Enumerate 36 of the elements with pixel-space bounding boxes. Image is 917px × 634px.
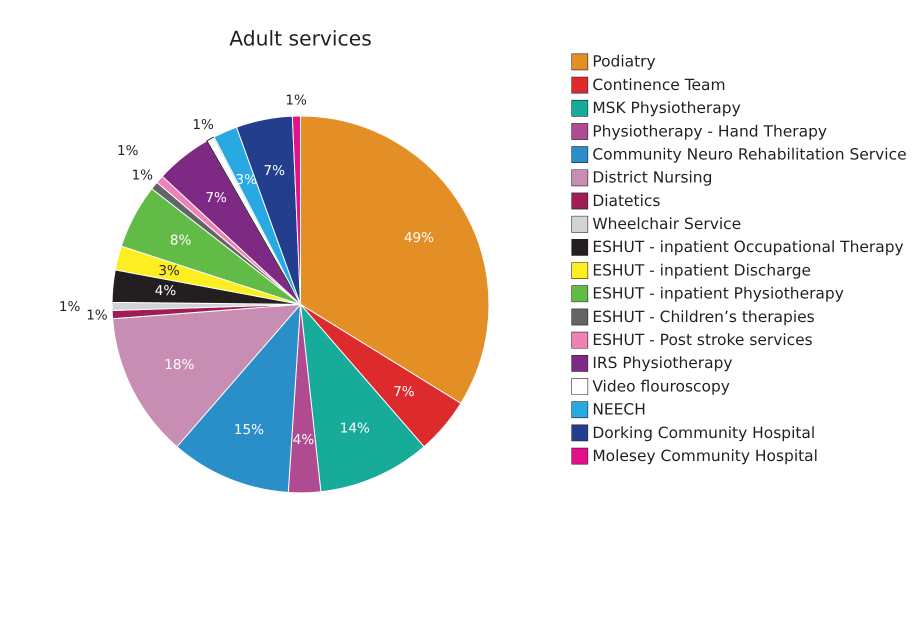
legend-label: MSK Physiotherapy <box>592 99 741 118</box>
legend-label: Wheelchair Service <box>592 215 742 234</box>
data-label: 3% <box>158 262 180 279</box>
data-label: 4% <box>292 432 314 448</box>
legend-label: ESHUT - inpatient Physiotherapy <box>592 284 844 303</box>
data-label: 4% <box>154 283 176 300</box>
legend-label: ESHUT - Children’s therapies <box>592 308 815 326</box>
data-label: 7% <box>393 384 415 400</box>
legend-label: District Nursing <box>592 168 712 187</box>
legend-label: Community Neuro Rehabilitation Service <box>592 145 907 164</box>
data-label: 7% <box>264 163 286 180</box>
legend-label: ESHUT - inpatient Discharge <box>592 261 812 280</box>
legend-label: ESHUT - inpatient Occupational Therapy <box>592 238 904 256</box>
data-label: 14% <box>340 420 370 437</box>
legend-label: Continence Team <box>592 76 726 94</box>
data-label: 8% <box>170 232 192 249</box>
data-label: 7% <box>205 190 227 206</box>
data-label: 1% <box>86 307 108 324</box>
legend-label: IRS Physiotherapy <box>592 354 733 372</box>
legend-label: Physiotherapy - Hand Therapy <box>592 122 828 140</box>
legend-label: NEECH <box>592 400 646 419</box>
legend-label: Podiatry <box>592 52 656 71</box>
legend-label: Video flouroscopy <box>592 377 730 396</box>
legend-label: Molesey Community Hospital <box>592 446 818 465</box>
data-label: 1% <box>285 92 307 108</box>
data-label: 1% <box>192 117 214 134</box>
data-label: 15% <box>234 422 264 438</box>
legend-label: ESHUT - Post stroke services <box>592 330 813 349</box>
legend-label: Dorking Community Hospital <box>592 424 816 442</box>
legend-label: Diatetics <box>592 192 660 210</box>
data-label: 1% <box>117 142 139 159</box>
data-label: 1% <box>58 298 80 315</box>
data-label: 18% <box>164 357 194 374</box>
data-label: 1% <box>132 168 154 184</box>
chart-title: Adult services <box>229 26 372 50</box>
data-label: 49% <box>404 230 434 246</box>
